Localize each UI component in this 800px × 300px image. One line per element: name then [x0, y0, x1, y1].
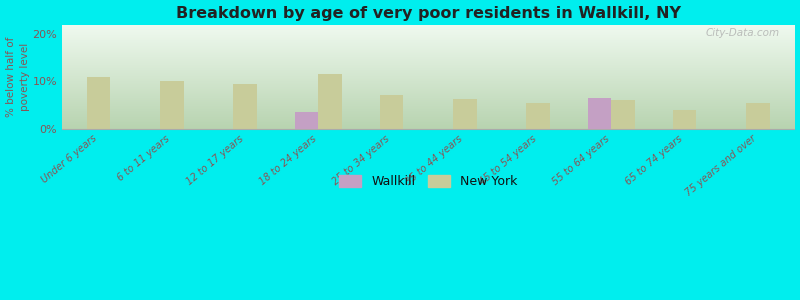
Y-axis label: % below half of
poverty level: % below half of poverty level	[6, 36, 30, 117]
Bar	[588, 98, 611, 129]
Bar	[746, 103, 770, 129]
Bar	[526, 103, 550, 129]
Bar	[380, 95, 403, 129]
Title: Breakdown by age of very poor residents in Wallkill, NY: Breakdown by age of very poor residents …	[176, 6, 681, 21]
Bar	[318, 74, 342, 129]
Bar	[87, 76, 110, 129]
Bar	[673, 110, 696, 129]
Legend: Wallkill, New York: Wallkill, New York	[334, 170, 522, 193]
Bar	[234, 84, 257, 129]
Bar	[453, 99, 477, 129]
Bar	[295, 112, 318, 129]
Bar	[160, 81, 183, 129]
Text: City-Data.com: City-Data.com	[706, 28, 780, 38]
Bar	[611, 100, 634, 129]
